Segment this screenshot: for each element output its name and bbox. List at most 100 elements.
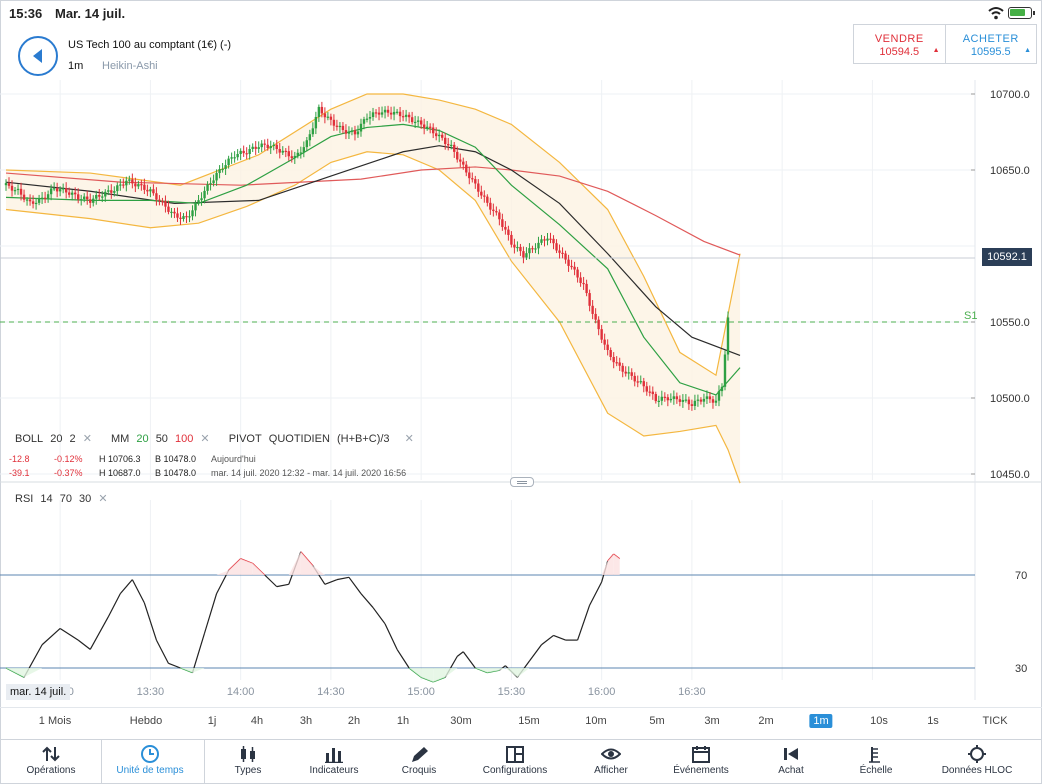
candle-body (101, 196, 104, 198)
candle-body (495, 211, 498, 213)
candle-body (456, 151, 459, 160)
candle-body (720, 386, 724, 392)
candle-body (726, 317, 730, 355)
megaphone-icon (784, 748, 798, 760)
timeframe-option[interactable]: 3m (704, 715, 720, 727)
timeframe-option[interactable]: 1 Mois (38, 715, 72, 727)
candle-body (480, 191, 483, 196)
timeframe-option[interactable]: 1m (809, 714, 833, 728)
candle-body (627, 372, 630, 374)
rsi-line-segment (77, 639, 91, 650)
toolbar-button[interactable]: Indicateurs (294, 740, 374, 784)
candle-body (422, 124, 426, 129)
remove-pivot-icon[interactable]: ✕ (404, 433, 414, 445)
sell-button[interactable]: VENDRE 10594.5 ▲ (854, 25, 945, 63)
toolbar-button[interactable]: Afficher (571, 740, 651, 784)
candle-body (227, 158, 230, 166)
candle-body (143, 184, 146, 190)
remove-ma-icon[interactable]: ✕ (200, 433, 210, 445)
timeframe-option[interactable]: 1s (927, 715, 939, 727)
timeframe-option[interactable]: 4h (250, 715, 264, 727)
buy-button[interactable]: ACHETER 10595.5 ▲ (944, 25, 1037, 63)
timeframe-option[interactable]: 1j (207, 715, 217, 727)
candle-body (275, 144, 278, 150)
toolbar-button[interactable]: Configurations (475, 740, 555, 784)
timeframe-option[interactable]: 1h (396, 715, 410, 727)
y-tick-label: 10500.0 (990, 393, 1030, 405)
candle-body (13, 190, 17, 192)
candle-body (134, 183, 137, 187)
timeframe-option[interactable]: 2m (758, 715, 774, 727)
candle-body (329, 116, 333, 120)
toolbar-button[interactable]: Événements (661, 740, 741, 784)
candle-body (504, 226, 507, 230)
rsi-line-segment (589, 581, 603, 606)
buy-label: ACHETER (962, 33, 1019, 45)
candle-body (305, 140, 309, 148)
rsi-overbought-fill (288, 551, 301, 575)
rsi-overbought-fill (607, 554, 614, 575)
candle-body (92, 198, 95, 203)
candle-body (699, 399, 703, 402)
candle-body (257, 147, 260, 149)
candle-body (678, 399, 682, 402)
candle-body (356, 131, 360, 135)
timeframe-option[interactable]: 10s (870, 715, 888, 727)
rsi-p3: 30 (79, 493, 92, 505)
toolbar-button[interactable]: Unité de temps (110, 740, 190, 784)
range-change: -39.1 (9, 468, 30, 478)
candle-body (549, 238, 552, 240)
candle-body (104, 191, 107, 197)
timeframe-option[interactable]: 3h (299, 715, 313, 727)
candle-body (540, 239, 543, 243)
timeframe-option[interactable]: 5m (649, 715, 665, 727)
ma-name: MM (110, 433, 130, 445)
pane-resize-handle[interactable] (510, 477, 534, 487)
candle-body (428, 126, 432, 128)
toolbar-button[interactable]: Opérations (11, 740, 91, 784)
remove-boll-icon[interactable]: ✕ (82, 433, 92, 445)
price-chart[interactable]: S1 10700.0 10650.0 10550.0 10500.0 10450.0 70 3… (0, 80, 1042, 700)
toolbar-button[interactable]: Croquis (379, 740, 459, 784)
remove-rsi-icon[interactable]: ✕ (98, 493, 108, 505)
candle-body (137, 184, 140, 187)
indicator-legend: BOLL 20 2 ✕ MM 20 50 100 ✕ PIVOT QUOTIDI… (15, 432, 418, 445)
toolbar-button[interactable]: Échelle (836, 740, 916, 784)
timeframe-option[interactable]: TICK (982, 715, 1008, 727)
candle-body (612, 356, 615, 363)
candle-body (639, 381, 642, 383)
rsi-legend: RSI 14 70 30 ✕ (15, 492, 108, 505)
trade-panel: VENDRE 10594.5 ▲ ACHETER 10595.5 ▲ (853, 24, 1037, 64)
toolbar-label: Achat (778, 765, 804, 776)
candle-body (377, 112, 381, 115)
candle-body (483, 195, 486, 197)
timeframe-option[interactable]: 2h (347, 715, 361, 727)
y-tick-label: 10700.0 (990, 89, 1030, 101)
timeframe-option[interactable]: 10m (585, 715, 607, 727)
rsi-line-segment (143, 602, 157, 641)
candle-body (486, 196, 489, 203)
candle-body (618, 362, 621, 366)
candle-body (19, 188, 23, 195)
candle-body (492, 209, 495, 212)
candle-body (350, 130, 354, 132)
candle-body (332, 119, 336, 126)
status-time: 15:36 (9, 6, 43, 21)
instrument-title[interactable]: US Tech 100 au comptant (1€) (-) (68, 39, 232, 51)
rsi-line-segment (107, 593, 121, 618)
toolbar-button[interactable]: Achat (751, 740, 831, 784)
toolbar-button[interactable]: Données HLOC (937, 740, 1017, 784)
candle-body (266, 144, 269, 149)
rsi-oversold-fill (24, 668, 43, 678)
timeframe-option[interactable]: 15m (518, 715, 540, 727)
timeframe-option[interactable]: Hebdo (129, 715, 163, 727)
candle-body (80, 199, 83, 201)
back-button[interactable] (18, 36, 58, 76)
candle-body (579, 277, 582, 283)
timeframe-option[interactable]: 30m (450, 715, 472, 727)
candle-body (245, 153, 248, 155)
toolbar-button[interactable]: Types (208, 740, 288, 784)
candle-body (25, 199, 29, 201)
candle-body (723, 354, 727, 387)
timeframe-bar: 1 Mois Hebdo 1j 4h 3h 2h 1h 30m 15m 10m 5m 3m 2m 1m 10… (0, 707, 1042, 735)
